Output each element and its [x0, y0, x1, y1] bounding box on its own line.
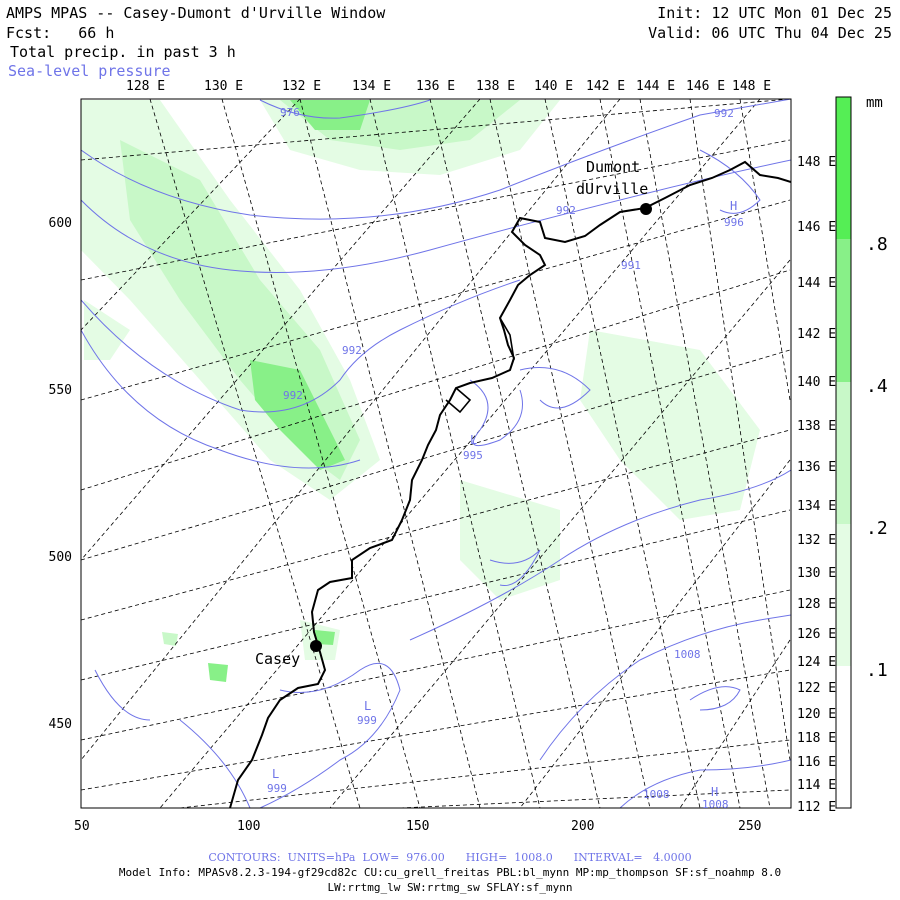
lon-label: 148 E: [797, 155, 836, 170]
station-casey: Casey: [255, 640, 322, 668]
x-axis-ticks: 50 100 150 200 250: [74, 819, 761, 834]
lon-label: 128 E: [797, 597, 836, 612]
overlay-name: Sea-level pressure: [8, 62, 171, 80]
legend-level: .1: [866, 660, 888, 681]
isobar-label: 999: [267, 782, 287, 795]
station-label-casey: Casey: [255, 650, 300, 668]
field-name: Total precip. in past 3 h: [10, 43, 236, 61]
isobar-label: 995: [463, 449, 483, 462]
lon-label: 114 E: [797, 778, 836, 793]
isobar-label: 992: [342, 344, 362, 357]
lon-label: 128 E: [126, 79, 165, 94]
y-axis-ticks: 600 550 500 450: [49, 216, 72, 732]
model-info-line2: LW:rrtmg_lw SW:rrtmg_sw SFLAY:sf_mynn: [327, 881, 573, 894]
legend-level: .8: [866, 234, 888, 255]
y-tick: 450: [49, 717, 72, 732]
isobar-label: 996: [724, 216, 744, 229]
map-frame: [80, 98, 792, 809]
lon-label: 116 E: [797, 755, 836, 770]
lon-label: 138 E: [797, 419, 836, 434]
low-marker: L: [272, 767, 279, 781]
lon-label: 130 E: [797, 566, 836, 581]
lon-label: 148 E: [732, 79, 771, 94]
station-label-dumont-2: dUrville: [576, 180, 648, 198]
lon-label: 118 E: [797, 731, 836, 746]
x-tick: 100: [237, 819, 260, 834]
init-time: Init: 12 UTC Mon 01 Dec 25: [657, 4, 892, 22]
low-marker: L: [470, 433, 477, 447]
lat-lon-grid: [81, 99, 791, 808]
station-dot-casey: [310, 640, 322, 652]
isobars: [81, 99, 791, 808]
x-tick: 200: [571, 819, 594, 834]
right-longitude-labels: 148 E 146 E 144 E 142 E 140 E 138 E 136 …: [797, 155, 836, 815]
high-marker: H: [711, 785, 718, 799]
lon-label: 136 E: [797, 460, 836, 475]
lon-label: 138 E: [476, 79, 515, 94]
lon-label: 130 E: [204, 79, 243, 94]
lon-label: 126 E: [797, 627, 836, 642]
lon-label: 120 E: [797, 707, 836, 722]
lon-label: 144 E: [797, 276, 836, 291]
y-tick: 550: [49, 383, 72, 398]
y-tick: 600: [49, 216, 72, 231]
lon-label: 144 E: [636, 79, 675, 94]
lon-label: 132 E: [797, 533, 836, 548]
x-tick: 250: [738, 819, 761, 834]
legend-frame: [835, 96, 852, 809]
lon-label: 134 E: [797, 499, 836, 514]
station-label-dumont-1: Dumont: [586, 158, 640, 176]
low-marker: L: [364, 699, 371, 713]
y-tick: 500: [49, 550, 72, 565]
valid-time: Valid: 06 UTC Thu 04 Dec 25: [648, 24, 892, 42]
ice-shelf-outline: [445, 317, 515, 414]
isobar-label: 1008: [643, 788, 670, 801]
precip-shading: [81, 100, 760, 682]
lon-label: 146 E: [686, 79, 725, 94]
isobar-label: 992: [283, 389, 303, 402]
station-dumont-durville: Dumont dUrville: [576, 158, 652, 215]
station-dot-dumont: [640, 203, 652, 215]
map-title: AMPS MPAS -- Casey-Dumont d'Urville Wind…: [6, 4, 386, 22]
legend-unit: mm: [866, 95, 883, 111]
isobar-label: 1008: [674, 648, 701, 661]
forecast-hour: Fcst: 66 h: [6, 24, 115, 42]
isobar-label: 1008: [702, 798, 729, 811]
legend-swatch-high: [836, 97, 851, 239]
isobar-label: 999: [357, 714, 377, 727]
lon-label: 132 E: [282, 79, 321, 94]
x-tick: 150: [406, 819, 429, 834]
lon-label: 146 E: [797, 220, 836, 235]
isobar-label: 991: [621, 259, 641, 272]
legend-swatch-lowest: [836, 524, 851, 666]
legend-level: .2: [866, 518, 888, 539]
lon-label: 142 E: [586, 79, 625, 94]
legend-swatch-none: [836, 666, 851, 808]
lon-label: 136 E: [416, 79, 455, 94]
lon-label: 112 E: [797, 800, 836, 815]
lon-label: 122 E: [797, 681, 836, 696]
top-longitude-labels: 128 E 130 E 132 E 134 E 136 E 138 E 140 …: [126, 79, 771, 94]
isobar-labels: 976 992 992 992 992 991 996 995 999 999 …: [267, 106, 744, 811]
legend-level: .4: [866, 376, 888, 397]
isobar-label: 976: [280, 106, 300, 119]
lon-label: 142 E: [797, 327, 836, 342]
lon-label: 140 E: [797, 375, 836, 390]
lon-label: 140 E: [534, 79, 573, 94]
contour-info: CONTOURS: UNITS=hPa LOW= 976.00 HIGH= 10…: [208, 851, 692, 864]
legend-swatch-mid: [836, 239, 851, 382]
lon-label: 134 E: [352, 79, 391, 94]
isobar-label: 992: [714, 107, 734, 120]
precip-legend: mm .8 .4 .2 .1: [835, 95, 888, 809]
high-marker: H: [730, 199, 737, 213]
x-tick: 50: [74, 819, 90, 834]
isobar-label: 992: [556, 204, 576, 217]
model-info: Model Info: MPASv8.2.3-194-gf29cd82c CU:…: [118, 866, 782, 879]
lon-label: 124 E: [797, 655, 836, 670]
legend-swatch-low: [836, 382, 851, 524]
